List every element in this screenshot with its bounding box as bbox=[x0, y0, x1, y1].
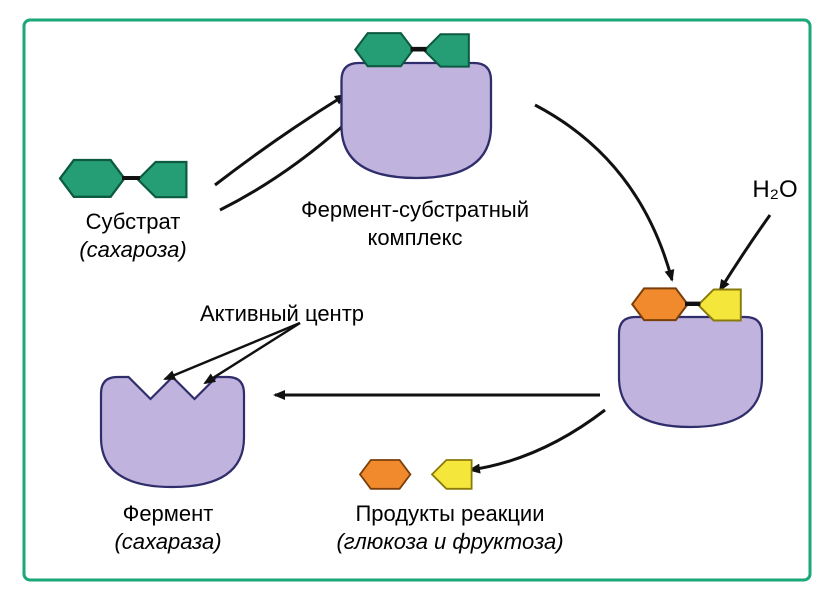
label-complex-top: Фермент-субстратный bbox=[301, 197, 529, 222]
arrow-a6 bbox=[470, 410, 605, 470]
label-h2o-text: H₂O bbox=[752, 176, 797, 203]
products-shapes bbox=[360, 460, 472, 489]
free-enzyme bbox=[101, 377, 244, 487]
label-products: Продукты реакции (глюкоза и фруктоза) bbox=[300, 500, 600, 555]
active-center-pointer-1 bbox=[165, 323, 300, 379]
label-substrate-top: Субстрат bbox=[86, 209, 181, 234]
active-center-pointer-2 bbox=[205, 323, 300, 383]
label-active-center-text: Активный центр bbox=[200, 301, 364, 326]
label-h2o: H₂O bbox=[740, 175, 810, 205]
label-enzyme-sub: (сахараза) bbox=[114, 529, 221, 554]
label-products-top: Продукты реакции bbox=[355, 501, 544, 526]
label-complex: Фермент-субстратный комплекс bbox=[260, 196, 570, 251]
label-products-sub: (глюкоза и фруктоза) bbox=[336, 529, 563, 554]
substrate-shape bbox=[60, 160, 186, 197]
label-active-center: Активный центр bbox=[200, 300, 440, 328]
arrow-a3 bbox=[535, 105, 672, 280]
enzyme-substrate-complex bbox=[342, 33, 492, 178]
active-center-pointers bbox=[165, 323, 300, 383]
catalysis-complex bbox=[619, 288, 762, 427]
arrow-a4 bbox=[720, 215, 770, 290]
label-substrate-sub: (сахароза) bbox=[79, 237, 186, 262]
label-enzyme-top: Фермент bbox=[123, 501, 214, 526]
label-substrate: Субстрат (сахароза) bbox=[48, 208, 218, 263]
label-complex-sub: комплекс bbox=[367, 225, 462, 250]
label-enzyme: Фермент (сахараза) bbox=[78, 500, 258, 555]
